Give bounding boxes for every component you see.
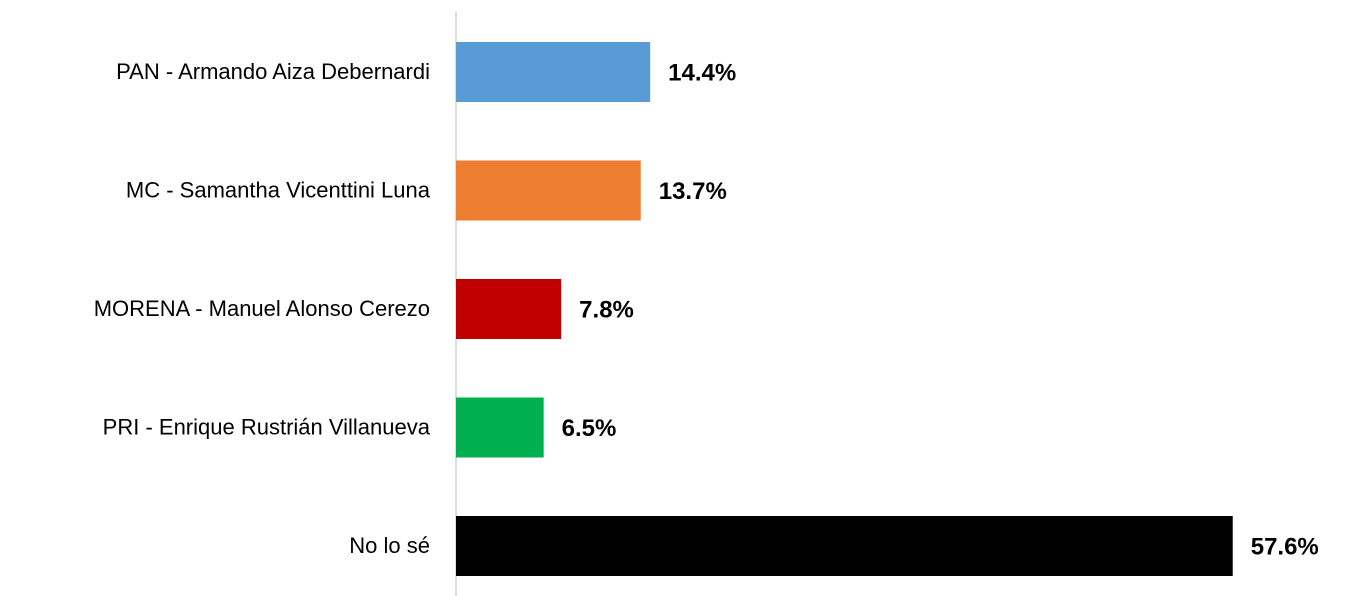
data-label: 14.4% (668, 59, 736, 86)
category-label: MORENA - Manuel Alonso Cerezo (94, 296, 430, 321)
bar (456, 42, 651, 102)
data-label: 13.7% (659, 178, 727, 205)
bar (456, 279, 562, 339)
bar (456, 160, 641, 221)
data-label: 7.8% (579, 296, 634, 323)
category-label: PRI - Enrique Rustrián Villanueva (103, 414, 431, 439)
category-label: No lo sé (349, 533, 430, 558)
data-label: 57.6% (1251, 533, 1319, 560)
bar (456, 516, 1233, 576)
category-label: MC - Samantha Vicenttini Luna (126, 177, 431, 202)
bar (456, 397, 544, 458)
data-label: 6.5% (562, 415, 617, 442)
category-label: PAN - Armando Aiza Debernardi (116, 59, 430, 84)
